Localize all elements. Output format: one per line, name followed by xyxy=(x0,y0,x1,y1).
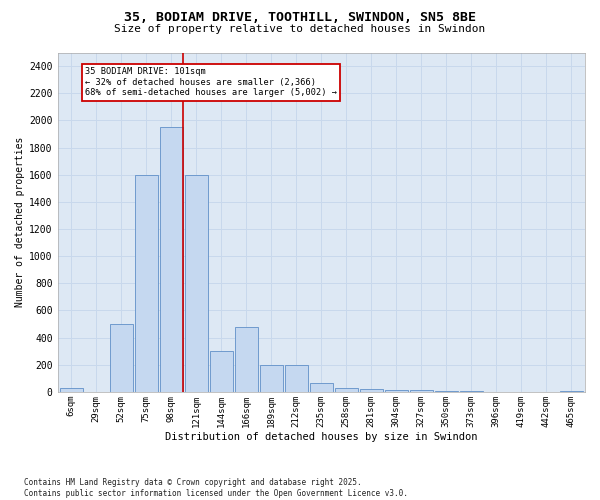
Bar xyxy=(260,365,283,392)
Bar xyxy=(235,326,258,392)
Bar xyxy=(335,388,358,392)
X-axis label: Distribution of detached houses by size in Swindon: Distribution of detached houses by size … xyxy=(165,432,478,442)
Bar xyxy=(210,351,233,392)
Bar xyxy=(285,366,308,392)
Text: Size of property relative to detached houses in Swindon: Size of property relative to detached ho… xyxy=(115,24,485,34)
Text: 35 BODIAM DRIVE: 101sqm
← 32% of detached houses are smaller (2,366)
68% of semi: 35 BODIAM DRIVE: 101sqm ← 32% of detache… xyxy=(85,68,337,97)
Bar xyxy=(185,174,208,392)
Bar xyxy=(360,389,383,392)
Bar xyxy=(410,390,433,392)
Bar xyxy=(460,391,483,392)
Bar xyxy=(435,390,458,392)
Bar xyxy=(110,324,133,392)
Text: Contains HM Land Registry data © Crown copyright and database right 2025.
Contai: Contains HM Land Registry data © Crown c… xyxy=(24,478,408,498)
Text: 35, BODIAM DRIVE, TOOTHILL, SWINDON, SN5 8BE: 35, BODIAM DRIVE, TOOTHILL, SWINDON, SN5… xyxy=(124,11,476,24)
Y-axis label: Number of detached properties: Number of detached properties xyxy=(15,137,25,308)
Bar xyxy=(385,390,408,392)
Bar xyxy=(60,388,83,392)
Bar xyxy=(135,174,158,392)
Bar xyxy=(310,383,333,392)
Bar xyxy=(560,390,583,392)
Bar xyxy=(160,127,183,392)
